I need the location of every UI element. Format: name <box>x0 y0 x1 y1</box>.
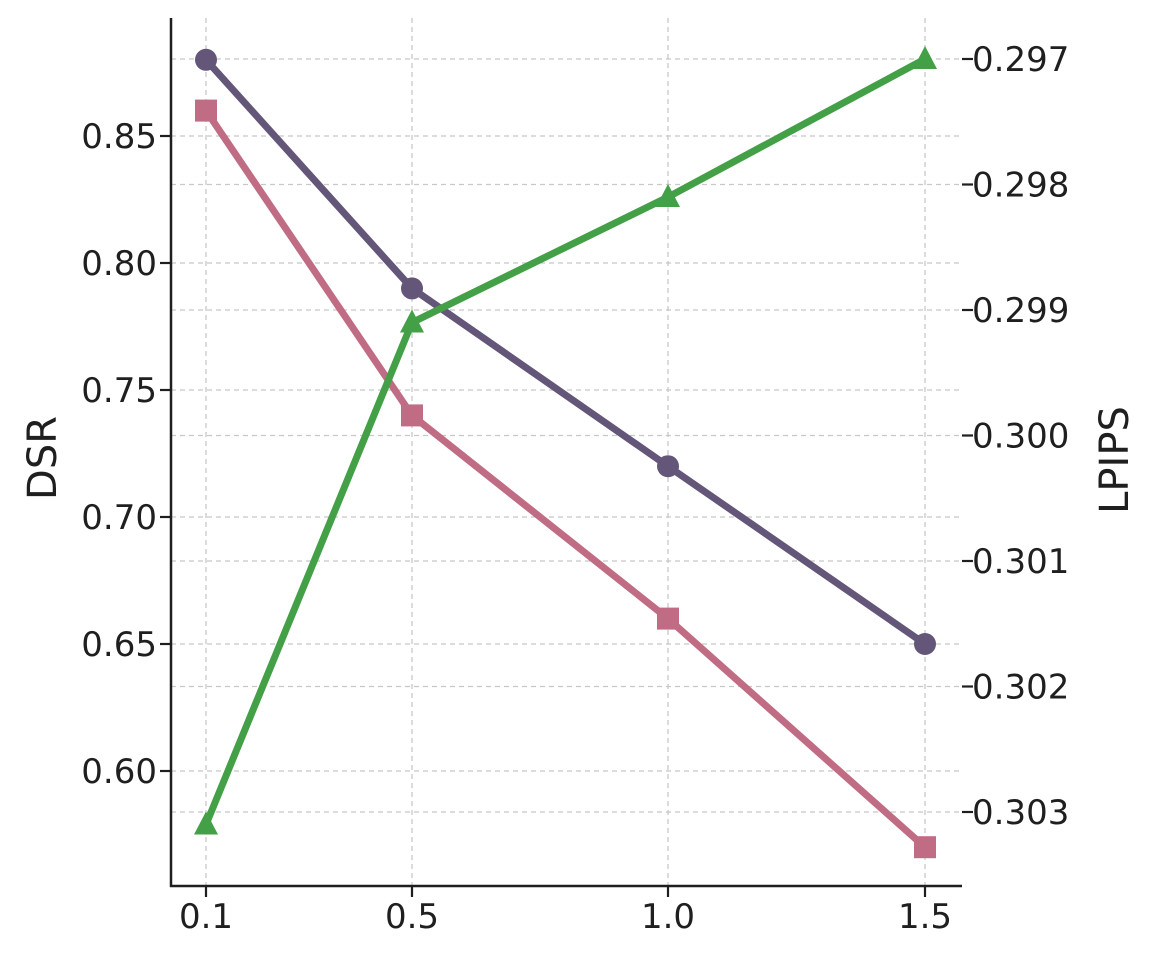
data-point-triangle <box>656 184 680 208</box>
y-right-tick-label: 0.297 <box>972 40 1069 80</box>
y-left-tick-label: 0.80 <box>81 244 157 284</box>
y-left-tick-label: 0.60 <box>81 752 157 792</box>
series-group <box>194 46 937 859</box>
y-right-tick-label: 0.303 <box>972 793 1069 833</box>
y-right-tick-label: 0.301 <box>972 542 1069 582</box>
y-left-tick-label: 0.70 <box>81 498 157 538</box>
data-point-triangle <box>913 46 937 69</box>
y-right-tick-label: 0.299 <box>972 291 1069 331</box>
y-left-tick-label: 0.65 <box>81 625 157 665</box>
data-point-circle <box>195 48 217 71</box>
x-tick-label: 1.0 <box>641 897 695 937</box>
y-right-tick-label: 0.302 <box>972 668 1069 708</box>
axes <box>169 18 962 888</box>
data-point-circle <box>401 277 423 300</box>
y-right-tick-label: 0.298 <box>972 166 1069 206</box>
y-left-tick-label: 0.75 <box>81 371 157 411</box>
series-line-triangle <box>202 55 927 826</box>
series-line-square <box>203 108 928 850</box>
y-left-tick-label: 0.85 <box>81 117 157 157</box>
y-axis-right-title: LPIPS <box>1092 406 1138 514</box>
data-point-square <box>401 404 423 427</box>
ticks: 0.1 0.5 1.0 1.5 0.60 0.65 0.70 0.75 0.80 0.85 0.30… <box>81 40 1069 937</box>
x-tick-label: 0.1 <box>179 897 233 937</box>
x-tick-label: 0.5 <box>385 897 439 937</box>
data-point-square <box>914 836 936 859</box>
data-point-circle <box>657 455 679 478</box>
data-point-square <box>657 607 679 630</box>
data-point-triangle <box>194 811 218 835</box>
data-point-square <box>195 99 217 122</box>
data-point-triangle <box>400 309 424 333</box>
x-tick-label: 1.5 <box>898 897 952 937</box>
grid <box>171 18 962 886</box>
y-axis-left-title: DSR <box>20 416 66 500</box>
data-point-circle <box>914 633 936 655</box>
series-line-circle <box>203 57 927 647</box>
y-right-tick-label: 0.300 <box>972 417 1069 457</box>
